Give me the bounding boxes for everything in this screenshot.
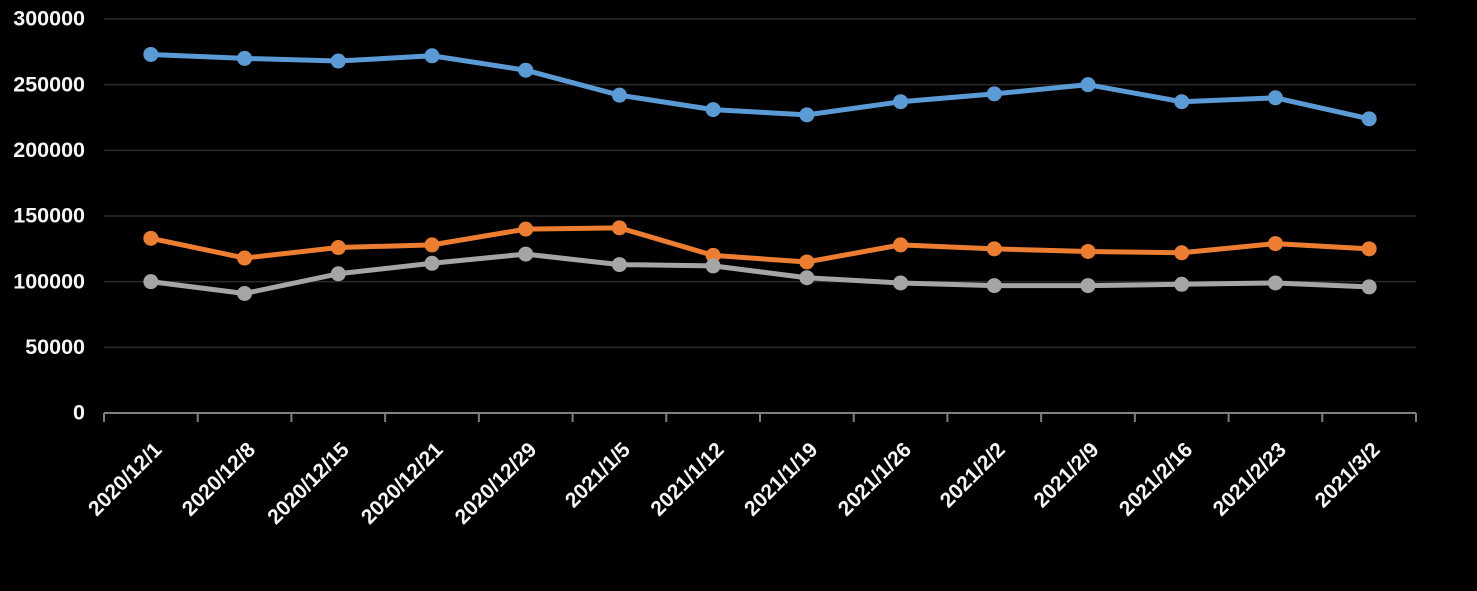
series-gray-marker (799, 270, 815, 286)
x-axis-label: 2021/1/5 (561, 438, 635, 512)
series-orange-line (148, 225, 1372, 265)
series-gray-marker (611, 257, 627, 273)
x-axis-label: 2021/1/12 (646, 438, 728, 520)
y-axis-label: 250000 (13, 72, 85, 96)
series-orange-marker (1174, 245, 1190, 261)
x-axis-label: 2020/12/1 (84, 438, 167, 521)
series-gray-marker (893, 275, 909, 291)
series-gray-marker (237, 285, 253, 301)
series-blue-marker (237, 50, 253, 66)
x-axis-label: 2020/12/29 (451, 438, 542, 529)
series-orange-marker (237, 250, 253, 266)
x-axis-label: 2021/2/9 (1029, 438, 1103, 512)
series-orange-marker (518, 221, 534, 237)
series-blue-marker (893, 94, 909, 110)
x-axis-label: 2021/1/19 (740, 438, 822, 520)
series-blue-marker (1361, 111, 1377, 127)
series-gray-marker (1174, 276, 1190, 292)
y-axis-label: 300000 (13, 7, 85, 31)
series-orange-marker (1361, 241, 1377, 257)
series-gray-marker (1361, 279, 1377, 295)
y-axis-label: 100000 (13, 269, 85, 293)
series-gray-marker (705, 258, 721, 274)
series-blue-marker (143, 46, 159, 62)
x-axis-label: 2020/12/8 (178, 438, 261, 521)
series-orange-marker (424, 237, 440, 253)
y-axis-label: 0 (73, 401, 85, 425)
series-gray-marker (330, 266, 346, 282)
series-orange-marker (611, 220, 627, 236)
series-gray-line (148, 251, 1372, 296)
series-orange-marker (893, 237, 909, 253)
series-blue-marker (330, 53, 346, 69)
series-gray-marker (1267, 275, 1283, 291)
series-blue-marker (1267, 90, 1283, 106)
series-orange-marker (799, 254, 815, 270)
y-axis-label: 200000 (13, 138, 85, 162)
x-axis-label: 2020/12/15 (263, 438, 354, 529)
series-orange-marker (143, 230, 159, 246)
series-gray-marker (1080, 278, 1096, 294)
series-gray-marker (424, 255, 440, 271)
series-gray-marker (986, 278, 1002, 294)
series-orange-marker (986, 241, 1002, 257)
series-blue-marker (611, 87, 627, 103)
series-blue-marker (986, 86, 1002, 102)
x-axis-label: 2021/1/26 (834, 438, 916, 520)
series-blue-marker (705, 102, 721, 118)
series-orange-marker (705, 247, 721, 263)
y-axis-label: 50000 (25, 335, 85, 359)
series-blue-marker (799, 107, 815, 123)
series-blue-line (148, 51, 1372, 122)
x-axis-label: 2021/2/2 (936, 438, 1010, 512)
series-blue-marker (1174, 94, 1190, 110)
series-orange-marker (330, 240, 346, 256)
x-axis-label: 2021/2/23 (1209, 438, 1291, 520)
series-blue-marker (518, 62, 534, 78)
x-axis-label: 2021/3/2 (1311, 438, 1385, 512)
y-axis-label: 150000 (13, 204, 85, 228)
series-orange-marker (1080, 243, 1096, 259)
series-blue-marker (1080, 77, 1096, 93)
series-orange-marker (1267, 236, 1283, 252)
series-gray-marker (143, 274, 159, 290)
x-axis-label: 2021/2/16 (1115, 438, 1197, 520)
series-gray-marker (518, 246, 534, 262)
series-blue-marker (424, 48, 440, 64)
x-axis-label: 2020/12/21 (357, 438, 448, 529)
